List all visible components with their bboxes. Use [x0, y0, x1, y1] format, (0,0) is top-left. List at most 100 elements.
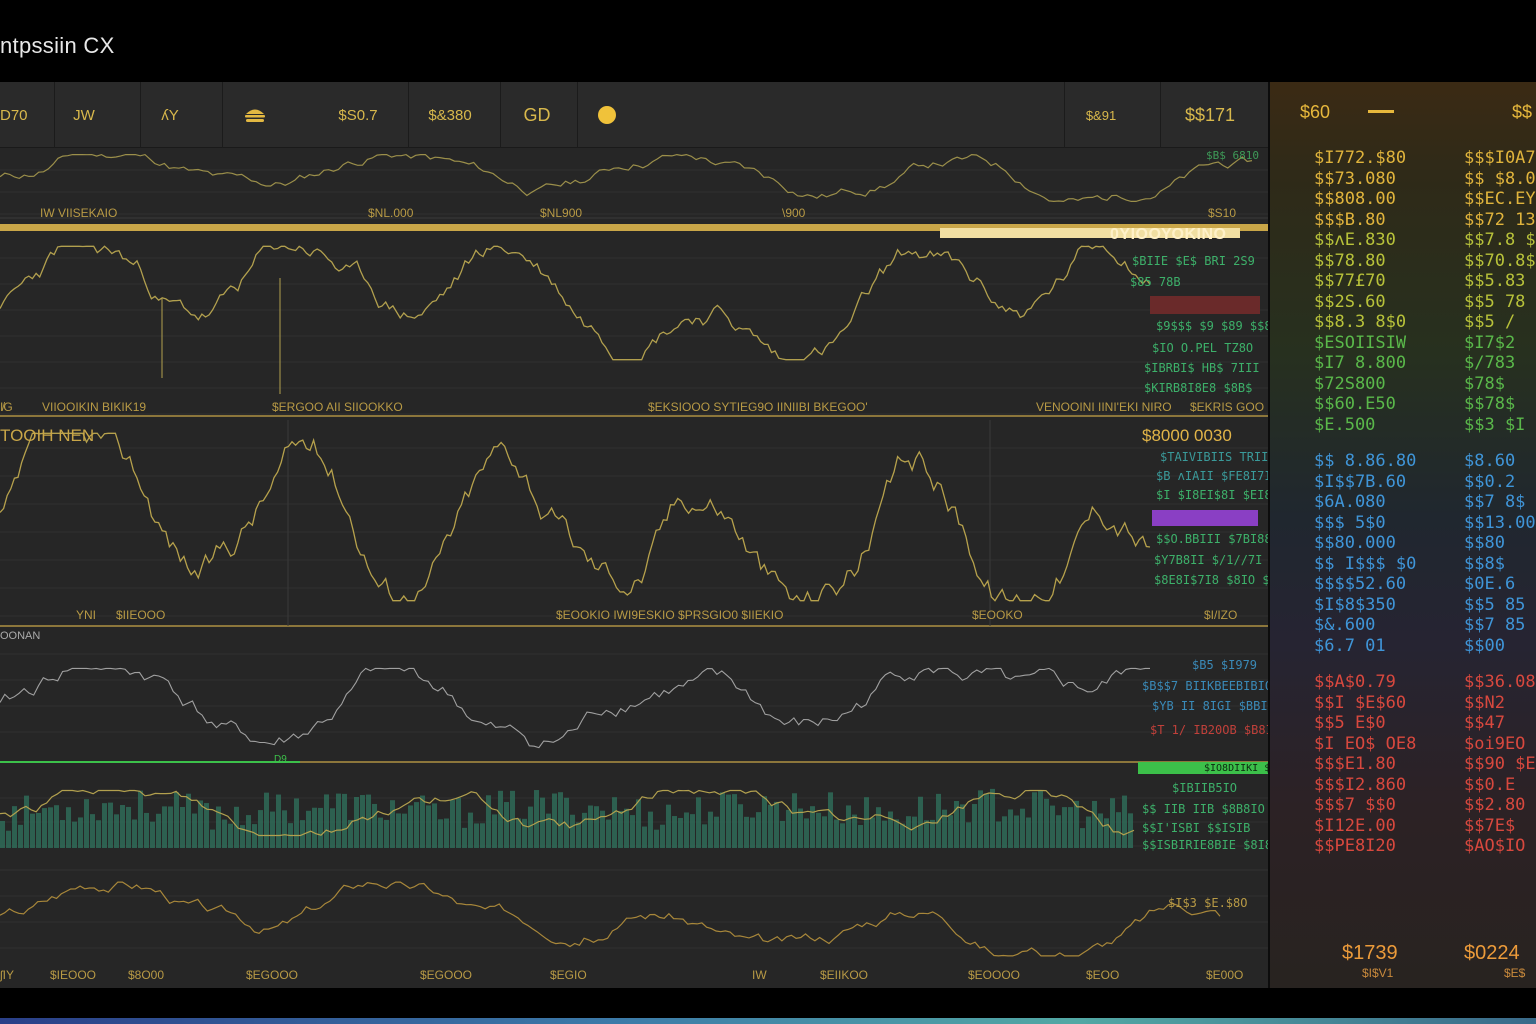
price-row[interactable]: $$0.2	[1464, 471, 1516, 492]
price-row[interactable]: $$47	[1464, 713, 1505, 733]
price-row[interactable]: $I$8$350	[1314, 594, 1396, 615]
burger-icon[interactable]	[230, 82, 280, 148]
price-row[interactable]: $$78$	[1464, 394, 1516, 414]
price-row[interactable]: $$13.00	[1464, 512, 1536, 533]
price-row[interactable]: $$PE8I20	[1314, 836, 1396, 856]
coin-dot-icon[interactable]	[585, 82, 629, 148]
toolbar-d70[interactable]: D70	[0, 106, 28, 124]
volume-bar	[42, 808, 47, 848]
price-row[interactable]: $I772.$80	[1314, 148, 1407, 168]
volume-bar	[420, 795, 425, 848]
price-row[interactable]: $ESOIISIW	[1314, 332, 1407, 353]
price-row[interactable]: $I EO$ OE8	[1314, 733, 1417, 754]
price-row[interactable]: $$90 $E	[1464, 754, 1536, 774]
price-row[interactable]: $/783	[1464, 353, 1516, 373]
price-row[interactable]: $0E.6	[1464, 574, 1516, 594]
price-row[interactable]: $8.60	[1464, 451, 1516, 471]
p4-marker: D9	[274, 754, 287, 765]
price-row[interactable]: $AO$IO	[1464, 836, 1526, 856]
price-row[interactable]: $$7 85	[1464, 615, 1526, 635]
toolbar-price-4[interactable]: $$171	[1184, 104, 1236, 125]
price-row[interactable]: $$73.080	[1314, 168, 1396, 189]
volume-bar	[6, 830, 11, 848]
price-row[interactable]: $$72 13	[1464, 209, 1536, 230]
price-row[interactable]: $$77£70	[1314, 271, 1386, 291]
price-column-2[interactable]: $$$I0A7$$ $8.0$$EC.EY$$72 13$$7.8 $A$$70…	[1464, 148, 1536, 857]
price-row[interactable]: $$$7 $$0	[1314, 795, 1396, 815]
volume-bar	[384, 819, 389, 848]
price-row[interactable]: $$ $8.0	[1464, 168, 1536, 189]
price-row[interactable]: $$5 85	[1464, 594, 1526, 615]
price-row[interactable]: $$$I2.860	[1314, 774, 1407, 795]
price-row[interactable]: $$808.00	[1314, 189, 1396, 209]
price-row[interactable]: $$8$	[1464, 553, 1505, 574]
volume-bar	[30, 813, 35, 848]
volume-bar	[444, 818, 449, 848]
toolbar-jw[interactable]: JW	[73, 106, 95, 124]
p3-right-line: $8E8I$7I8 $8IO $8II	[1154, 573, 1292, 587]
price-row[interactable]: $$$I0A7	[1464, 148, 1536, 168]
toolbar-ny[interactable]: ʎY	[161, 106, 179, 124]
price-row[interactable]: $$78.80	[1314, 250, 1386, 271]
price-row[interactable]: $72S800	[1314, 373, 1386, 394]
price-row[interactable]: $$3 $I	[1464, 414, 1526, 435]
price-row[interactable]: $$8.3 8$0	[1314, 312, 1407, 332]
price-row[interactable]: $E.500	[1314, 414, 1376, 435]
volume-bar	[666, 804, 671, 848]
price-row[interactable]: $$$$52.60	[1314, 574, 1407, 594]
chart-canvas[interactable]	[0, 148, 1268, 988]
price-row[interactable]: $$70.8$	[1464, 250, 1536, 271]
price-row[interactable]: $I$$7B.60	[1314, 471, 1407, 492]
volume-bar	[792, 793, 797, 848]
toolbar-price-2[interactable]: $&380	[428, 106, 472, 124]
price-row[interactable]: $$2S.60	[1314, 291, 1386, 312]
price-row[interactable]: $$I $E$60	[1314, 692, 1407, 713]
price-row[interactable]: $$5 /	[1464, 312, 1516, 332]
toolbar-price-1[interactable]: $S0.7	[338, 106, 378, 124]
chart-area[interactable]: IW VIISEKAIO $NL.000 $NL900 \900 $S10 $B…	[0, 148, 1291, 988]
price-row[interactable]: $$7E$	[1464, 815, 1516, 836]
price-row[interactable]: $$EC.EY	[1464, 189, 1536, 209]
price-row[interactable]: $$N2	[1464, 692, 1505, 713]
price-row[interactable]: $$ I$$$ $0	[1314, 553, 1417, 574]
volume-bar	[66, 807, 71, 848]
volume-bar	[942, 809, 947, 848]
volume-bar	[330, 808, 335, 848]
price-row[interactable]: $6A.080	[1314, 492, 1386, 512]
price-row[interactable]: $$$B.80	[1314, 209, 1386, 230]
price-row[interactable]: $$0.E	[1464, 774, 1516, 795]
price-row[interactable]: $$80.000	[1314, 533, 1396, 553]
price-row[interactable]: $oi9EO	[1464, 733, 1526, 754]
price-row[interactable]: $I7 8.800	[1314, 353, 1407, 373]
price-row[interactable]: $$60.E50	[1314, 394, 1396, 414]
price-row[interactable]: $$36.08	[1464, 672, 1536, 692]
volume-bar	[582, 812, 587, 848]
price-row[interactable]: $$$E1.80	[1314, 754, 1396, 774]
price-row[interactable]: $$A$0.79	[1314, 672, 1396, 692]
price-row[interactable]: $$7 8$	[1464, 492, 1526, 512]
price-row[interactable]: $&.600	[1314, 615, 1376, 635]
volume-bar	[996, 821, 1001, 848]
p3-title: TOOIH NEN	[0, 426, 95, 445]
price-row[interactable]: $6.7 01	[1314, 635, 1386, 656]
price-row[interactable]: $I7$2	[1464, 332, 1516, 353]
price-row[interactable]: $$80	[1464, 533, 1505, 553]
price-row[interactable]: $$$ 5$0	[1314, 512, 1386, 533]
price-row[interactable]: $$2.80	[1464, 795, 1526, 815]
price-row[interactable]: $$00	[1464, 635, 1505, 656]
price-row[interactable]: $$ 8.86.80	[1314, 451, 1417, 471]
price-row[interactable]: $78$	[1464, 373, 1505, 394]
toolbar-price-3[interactable]: $&91	[1085, 107, 1117, 123]
toolbar-gd[interactable]: GD	[523, 104, 551, 125]
price-row[interactable]: $$ʌE.830	[1314, 230, 1396, 250]
volume-bar	[612, 797, 617, 848]
price-row[interactable]: $$5 78	[1464, 291, 1526, 312]
price-column-1[interactable]: $I772.$80 $$73.080 $$808.00 $$$B.80 $$ʌE.830…	[1314, 148, 1416, 857]
volume-bar	[972, 804, 977, 848]
price-row[interactable]: $$5.83	[1464, 271, 1526, 291]
price-row[interactable]: $$5 E$0	[1314, 713, 1386, 733]
volume-bar	[1056, 815, 1061, 848]
price-row[interactable]: $$7.8 $A	[1464, 230, 1536, 250]
volume-bar	[264, 792, 269, 848]
price-row[interactable]: $I12E.00	[1314, 815, 1396, 836]
